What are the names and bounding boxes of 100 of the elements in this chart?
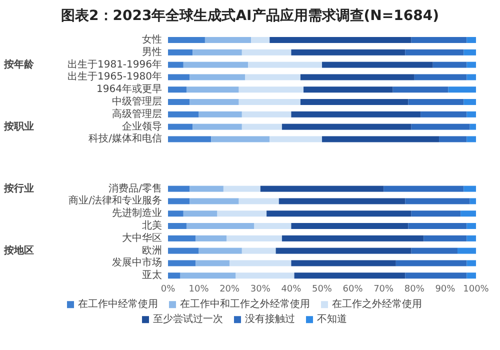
bar bbox=[186, 223, 254, 229]
bar bbox=[245, 74, 300, 80]
bar bbox=[168, 74, 190, 80]
bar bbox=[238, 99, 300, 105]
bar bbox=[466, 235, 476, 242]
bar bbox=[230, 260, 292, 266]
bar bbox=[168, 272, 180, 279]
bar bbox=[408, 99, 464, 105]
y-tick-label: 1964年或更早 bbox=[96, 83, 162, 96]
bar bbox=[242, 49, 292, 56]
bar bbox=[196, 260, 230, 266]
x-tick-label: 70% bbox=[374, 284, 394, 295]
text: 按年龄 bbox=[3, 58, 35, 70]
x-tick-label: 90% bbox=[435, 284, 456, 295]
bar bbox=[168, 248, 199, 254]
bar bbox=[168, 186, 190, 192]
bar bbox=[168, 223, 186, 229]
text: 按职业 bbox=[3, 120, 34, 132]
bar bbox=[282, 235, 424, 242]
y-tick-label: 大中华区 bbox=[122, 232, 162, 244]
bar bbox=[432, 62, 467, 68]
bar bbox=[466, 62, 476, 68]
bar bbox=[322, 136, 440, 142]
y-tick-label: 发展中市场 bbox=[112, 256, 162, 269]
x-tick-label: 100% bbox=[463, 284, 490, 295]
bar bbox=[464, 186, 476, 192]
y-tick-label: 出生于1981-1996年 bbox=[67, 58, 162, 70]
bar bbox=[392, 86, 448, 93]
bar bbox=[168, 86, 186, 93]
y-tick-label: 女性 bbox=[142, 34, 162, 46]
bar bbox=[183, 62, 248, 68]
bar bbox=[190, 186, 224, 192]
bar bbox=[192, 124, 242, 130]
bar bbox=[242, 248, 276, 254]
bar bbox=[270, 37, 412, 43]
y-tick-label: 科技/媒体和电信 bbox=[88, 132, 162, 145]
bar bbox=[470, 124, 476, 130]
bar bbox=[304, 86, 393, 93]
legend-label: 没有接触过 bbox=[245, 313, 295, 326]
bar bbox=[424, 235, 467, 242]
bar bbox=[186, 86, 239, 93]
bar bbox=[291, 49, 406, 56]
legend-label: 在工作中经常使用 bbox=[78, 298, 158, 310]
legend-label: 在工作中和工作之外经常使用 bbox=[180, 298, 310, 310]
bar bbox=[291, 111, 421, 118]
bar bbox=[396, 260, 467, 266]
bar bbox=[466, 37, 476, 43]
chart-title: 图表2：2023年全球生成式AI产品应用需求调查(N=1684) bbox=[61, 7, 439, 24]
bar bbox=[270, 136, 322, 142]
bar bbox=[266, 210, 412, 217]
bar bbox=[183, 210, 218, 217]
legend-label: 至少尝试过一次 bbox=[153, 313, 223, 326]
bar bbox=[190, 198, 239, 204]
bar bbox=[408, 223, 467, 229]
bar bbox=[260, 186, 384, 192]
y-tick-label: 企业领导 bbox=[122, 120, 162, 132]
text: 按地区 bbox=[3, 244, 34, 256]
bar bbox=[248, 62, 322, 68]
bar bbox=[294, 272, 406, 279]
bar bbox=[470, 198, 476, 204]
bar bbox=[414, 74, 467, 80]
bar bbox=[180, 272, 236, 279]
bar bbox=[168, 136, 212, 142]
x-tick-label: 10% bbox=[188, 284, 210, 295]
bar bbox=[168, 235, 196, 242]
y-tick-label: 消费品/零售 bbox=[108, 182, 162, 194]
y-tick-label: 欧洲 bbox=[142, 244, 162, 256]
bar bbox=[198, 248, 242, 254]
bar bbox=[251, 37, 270, 43]
y-tick-label: 中级管理层 bbox=[112, 96, 162, 108]
bar bbox=[384, 186, 464, 192]
bar bbox=[291, 260, 396, 266]
bar bbox=[458, 248, 476, 254]
bar bbox=[282, 124, 412, 130]
y-tick-label: 出生于1965-1980年 bbox=[67, 70, 162, 83]
bar bbox=[405, 198, 470, 204]
x-tick-label: 20% bbox=[220, 284, 240, 295]
bar bbox=[190, 74, 245, 80]
bar bbox=[466, 223, 476, 229]
legend-label: 在工作之外经常使用 bbox=[332, 298, 422, 310]
bar bbox=[466, 272, 476, 279]
bar bbox=[236, 272, 294, 279]
bar bbox=[217, 210, 267, 217]
bar bbox=[168, 37, 205, 43]
bar bbox=[204, 37, 252, 43]
bar bbox=[242, 111, 292, 118]
bar bbox=[168, 49, 193, 56]
bar bbox=[196, 235, 227, 242]
bar bbox=[168, 210, 184, 217]
x-tick-label: 0% bbox=[160, 284, 176, 295]
x-tick-label: 60% bbox=[342, 284, 364, 295]
bar bbox=[411, 210, 461, 217]
bar bbox=[439, 136, 467, 142]
y-tick-label: 商业/法律和专业服务 bbox=[68, 194, 162, 207]
bar bbox=[460, 210, 476, 217]
x-tick-label: 80% bbox=[404, 284, 425, 295]
bar bbox=[466, 111, 476, 118]
bar bbox=[300, 74, 414, 80]
bar bbox=[238, 86, 304, 93]
bar bbox=[226, 235, 282, 242]
